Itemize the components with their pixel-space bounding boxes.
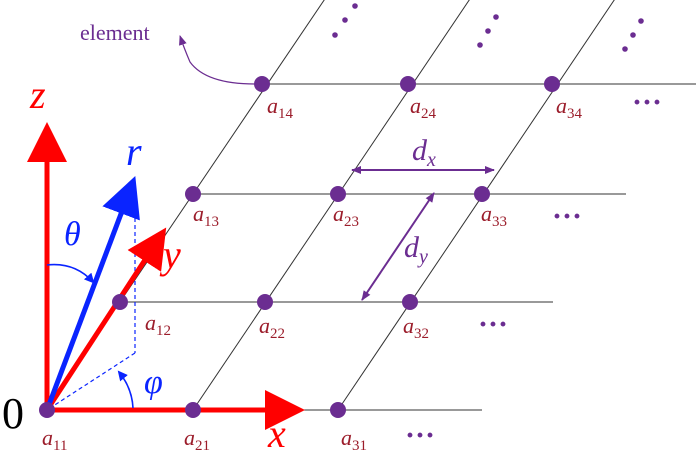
phi-arc	[117, 370, 134, 409]
x-axis-label: x	[267, 411, 286, 456]
element-annotation: element	[80, 20, 150, 45]
phi-label: φ	[144, 364, 163, 401]
element-labels: a11 a21 a31 a12 a22 a32 a13 a23 a33 a14 …	[42, 93, 583, 454]
row-2-ellipsis: ···	[478, 308, 508, 341]
label-a13: a13	[193, 201, 219, 230]
element-a33	[474, 186, 490, 202]
element-a22	[257, 294, 273, 310]
label-a21: a21	[184, 425, 210, 454]
origin-label: 0	[2, 389, 24, 438]
element-a12	[112, 294, 128, 310]
y-axis-label: y	[159, 232, 181, 277]
axes	[27, 122, 305, 430]
column-ellipses	[332, 3, 644, 52]
element-a34	[544, 76, 560, 92]
label-a34: a34	[556, 93, 583, 122]
theta-label: θ	[64, 216, 81, 253]
label-a31: a31	[341, 425, 367, 454]
column-3-ellipsis	[622, 18, 644, 52]
label-a33: a33	[481, 201, 507, 230]
label-a12: a12	[145, 310, 171, 339]
element-a14	[254, 76, 270, 92]
column-1-ellipsis	[332, 3, 358, 38]
element-a13	[185, 186, 201, 202]
y-axis	[44, 227, 167, 412]
grid-col-1	[119, 0, 325, 303]
label-a14: a14	[267, 93, 294, 122]
z-axis-label: z	[29, 72, 46, 117]
row-4-ellipsis: ···	[632, 86, 662, 119]
element-dots	[39, 76, 560, 418]
column-2-ellipsis	[477, 14, 499, 48]
r-projection-floor	[46, 352, 136, 411]
r-vector	[44, 175, 140, 411]
dy-arrow	[361, 192, 435, 301]
element-annotation-arrow	[179, 35, 256, 85]
array-grid	[47, 0, 696, 411]
label-a32: a32	[403, 313, 429, 342]
element-a31	[330, 402, 346, 418]
label-a22: a22	[259, 313, 285, 342]
dy-label: dy	[404, 231, 428, 268]
element-a23	[330, 186, 346, 202]
r-vector-label: r	[126, 129, 142, 174]
theta-arc	[46, 263, 95, 284]
element-a24	[400, 76, 416, 92]
label-a11: a11	[42, 425, 67, 454]
label-a24: a24	[410, 93, 437, 122]
row-3-ellipsis: ···	[552, 200, 582, 233]
element-a32	[402, 294, 418, 310]
row-1-ellipsis: ···	[405, 419, 435, 452]
label-a23: a23	[333, 201, 359, 230]
dx-label: dx	[412, 134, 436, 171]
element-a11	[39, 402, 55, 418]
element-a21	[185, 402, 201, 418]
